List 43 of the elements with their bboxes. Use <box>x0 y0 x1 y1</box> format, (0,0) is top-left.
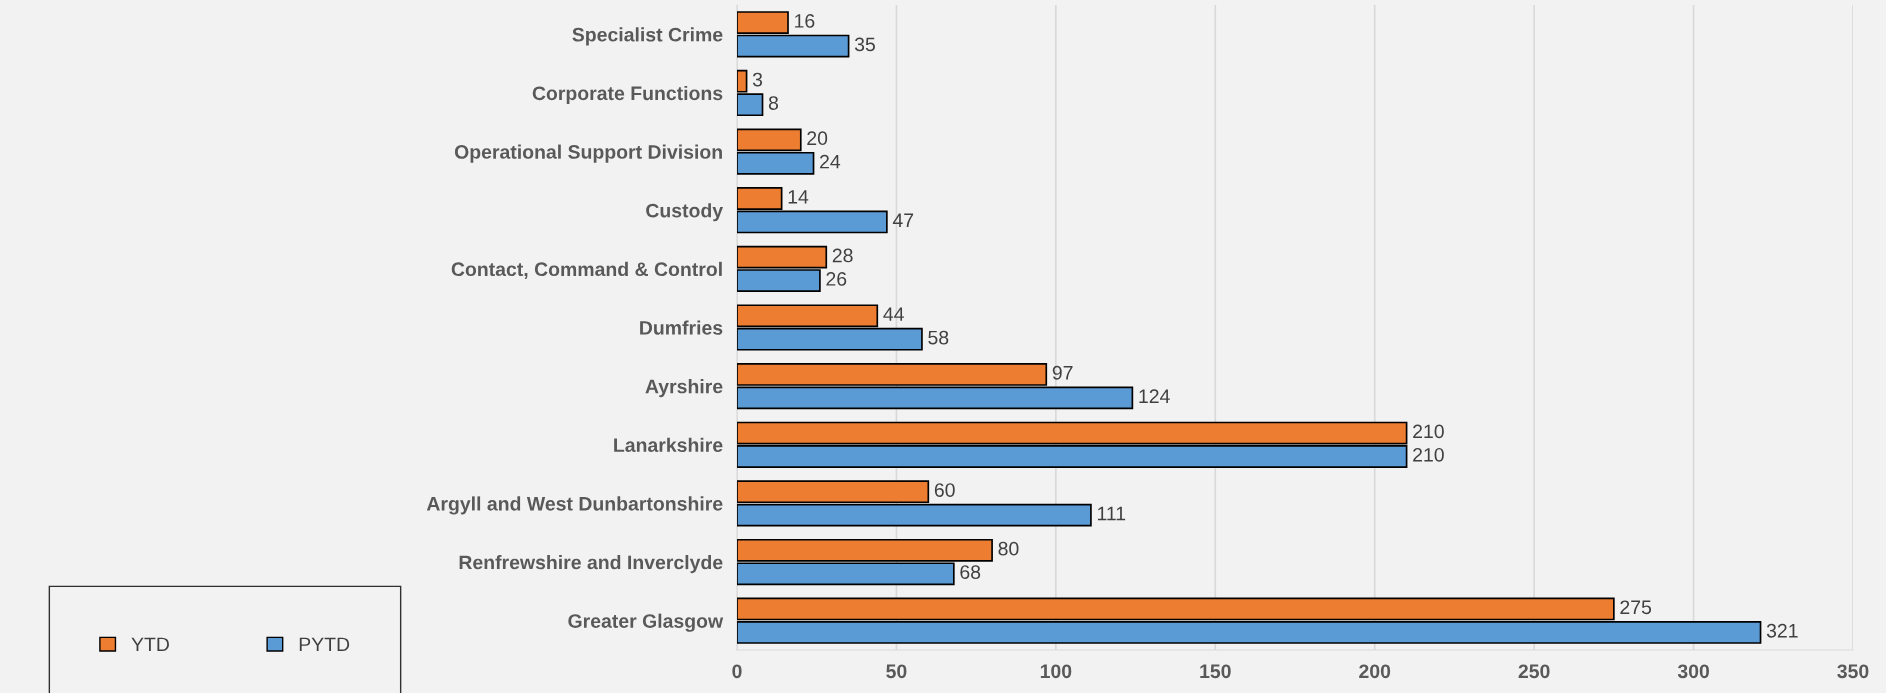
x-tick-label: 50 <box>886 664 907 679</box>
data-label: 210 <box>1413 447 1444 462</box>
data-label: 16 <box>795 14 815 28</box>
x-tick-label: 0 <box>732 664 742 679</box>
y-tick-label: Contact, Command & Control <box>451 261 722 279</box>
legend-label: PYTD <box>299 637 350 652</box>
x-tick-label: 100 <box>1040 664 1072 679</box>
x-tick-label: 150 <box>1200 664 1231 679</box>
y-tick-label: Custody <box>646 203 724 222</box>
y-tick-label: Specialist Crime <box>572 27 723 46</box>
data-label: 321 <box>1766 623 1798 638</box>
data-label: 8 <box>768 96 779 110</box>
data-label: 275 <box>1620 600 1652 615</box>
data-label: 68 <box>960 565 981 579</box>
data-label: 20 <box>807 131 828 146</box>
x-tick-label: 350 <box>1837 664 1869 679</box>
x-tick-label: 250 <box>1518 664 1550 679</box>
legend-label: YTD <box>131 637 169 652</box>
data-label: 44 <box>883 307 904 321</box>
data-label: 28 <box>832 248 853 263</box>
data-label: 26 <box>826 272 847 286</box>
data-label: 24 <box>820 154 841 169</box>
data-label: 3 <box>752 72 763 87</box>
y-tick-label: Lanarkshire <box>614 437 723 453</box>
data-label: 58 <box>928 330 949 345</box>
data-label: 124 <box>1139 389 1170 403</box>
y-tick-label: Renfrewshire and Inverclyde <box>459 555 723 574</box>
x-tick-label: 300 <box>1677 664 1709 679</box>
data-label: 97 <box>1052 365 1073 380</box>
y-tick-label: Corporate Functions <box>532 85 723 105</box>
y-tick-label: Ayrshire <box>645 379 723 398</box>
y-tick-label: Dumfries <box>640 320 723 335</box>
data-label: 14 <box>788 190 809 204</box>
data-label: 80 <box>998 541 1019 556</box>
data-label: 111 <box>1097 506 1126 521</box>
data-label: 35 <box>854 37 875 52</box>
data-label: 47 <box>892 213 914 227</box>
y-tick-label: Argyll and West Dunbartonshire <box>426 496 723 515</box>
data-label: 210 <box>1413 424 1444 439</box>
data-label: 60 <box>934 483 955 497</box>
y-tick-label: Greater Glasgow <box>568 613 724 632</box>
x-tick-label: 200 <box>1359 664 1391 679</box>
y-tick-label: Operational Support Division <box>454 144 722 163</box>
